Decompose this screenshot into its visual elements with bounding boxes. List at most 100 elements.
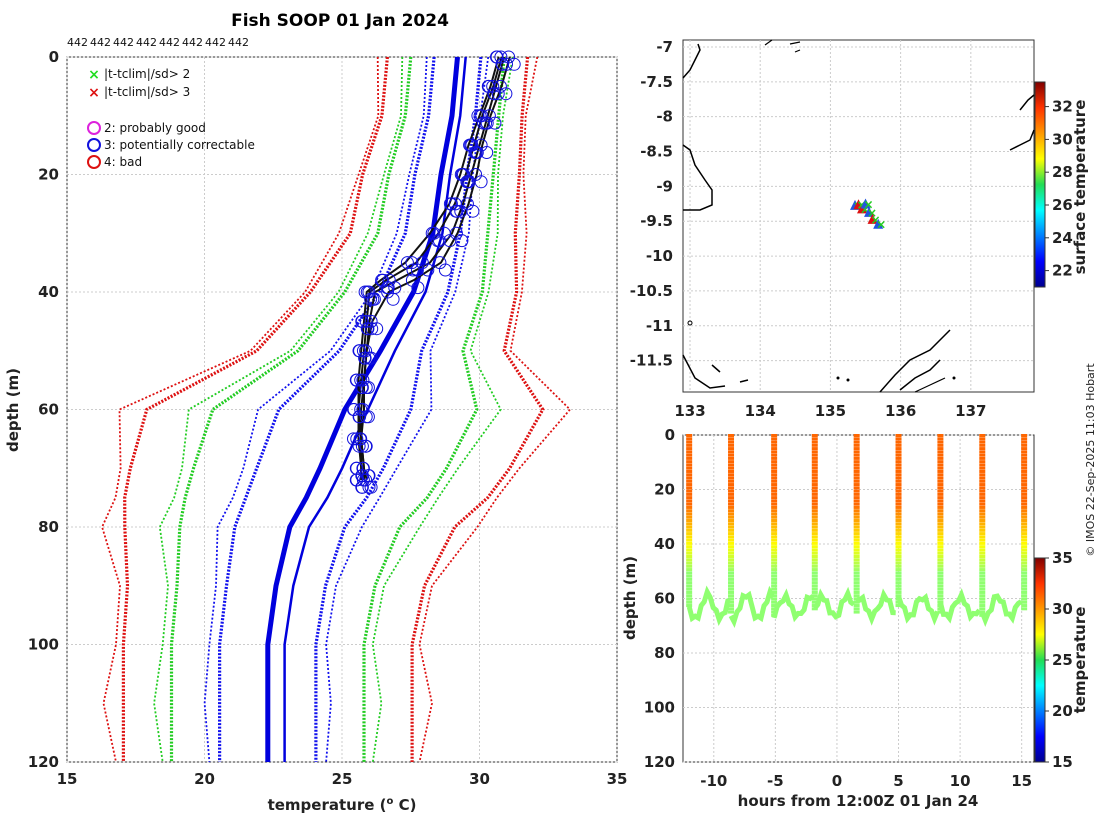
timeseries-cast-point: [811, 577, 818, 581]
timeseries-cast-point: [853, 574, 860, 578]
timeseries-cast-point: [728, 492, 735, 496]
timeseries-cast-point: [853, 577, 860, 581]
timeseries-cast-point: [937, 587, 944, 591]
qc-flag-marker: [352, 439, 366, 453]
timeseries-cast-point: [937, 440, 944, 444]
chart-title: Fish SOOP 01 Jan 2024: [231, 11, 449, 31]
map-colorbar-label: surface temperature: [1071, 100, 1089, 275]
timeseries-cast-point: [853, 479, 860, 483]
timeseries-cast-point: [728, 535, 735, 539]
timeseries-xtick: 15: [1011, 772, 1032, 790]
timeseries-cast-point: [686, 525, 693, 529]
timeseries-cast-point: [811, 447, 818, 451]
timeseries-cast-point: [895, 577, 902, 581]
timeseries-cast-point: [937, 600, 944, 604]
timeseries-cast-point: [686, 492, 693, 496]
timeseries-ytick: 40: [654, 535, 675, 553]
qc-flag-marker: [359, 439, 373, 453]
timeseries-cast-point: [1021, 486, 1028, 490]
timeseries-cast-point: [771, 590, 778, 594]
timeseries-cast-point: [895, 434, 902, 437]
profile-xtick: 30: [469, 770, 490, 788]
timeseries-xtick: -10: [700, 772, 727, 790]
timeseries-cast-point: [686, 551, 693, 555]
timeseries-cast-point: [686, 590, 693, 594]
timeseries-cast-point: [979, 535, 986, 539]
qc-flag-marker: [362, 351, 376, 365]
timeseries-cast-point: [771, 535, 778, 539]
map-xtick: 137: [955, 402, 986, 420]
map-ytick: -8.5: [640, 143, 673, 161]
timeseries-cast-point: [853, 528, 860, 532]
qc-flag-marker: [359, 381, 373, 394]
profile-grid: [66, 56, 618, 763]
timeseries-cast-point: [1021, 597, 1028, 601]
timeseries-cast-point: [895, 502, 902, 506]
timeseries-cast-point: [686, 453, 693, 457]
timeseries-cast-point: [853, 561, 860, 565]
timeseries-cast-point: [771, 486, 778, 490]
timeseries-cast-point: [811, 476, 818, 480]
timeseries-cast-point: [853, 450, 860, 454]
profile-ytick: 60: [38, 401, 59, 419]
timeseries-colorbar-tick: 25: [1052, 651, 1073, 669]
climatology-sd-line: [169, 56, 413, 762]
timeseries-cast-point: [979, 590, 986, 594]
map-xtick: 136: [885, 402, 916, 420]
qc-flag-marker: [364, 292, 378, 306]
timeseries-cast-point: [895, 512, 902, 516]
timeseries-cast-point: [937, 476, 944, 480]
timeseries-cast-point: [686, 600, 693, 604]
qc-flag-marker: [365, 322, 379, 336]
timeseries-cast-point: [1021, 561, 1028, 565]
timeseries-cast-point: [811, 607, 818, 611]
qc-flag-marker: [359, 410, 373, 424]
timeseries-grid: [683, 434, 1034, 763]
timeseries-cast-point: [895, 558, 902, 562]
qc-flag-marker: [421, 263, 435, 277]
timeseries-cast-point: [728, 607, 735, 611]
qc-flag-marker: [491, 87, 505, 101]
timeseries-cast-point: [979, 499, 986, 503]
timeseries-ticks: -10 -5 0 5 10 15 0 20 40 60 80 100 120: [644, 426, 1032, 790]
timeseries-cast-point: [979, 460, 986, 464]
timeseries-cast-point: [811, 545, 818, 549]
timeseries-cast-point: [728, 463, 735, 467]
map-panel: ××××××× 133 134 135 136 137 -7 -7.5 -8 -8.5 -9 -9.…: [630, 38, 1089, 420]
count-label: 442: [182, 36, 203, 49]
timeseries-cast-point: [686, 466, 693, 470]
map-track-triangle: [867, 213, 878, 224]
timeseries-cast-point: [1021, 545, 1028, 549]
timeseries-cast-point: [771, 483, 778, 487]
timeseries-cast-point: [1021, 460, 1028, 464]
timeseries-cast-point: [895, 440, 902, 444]
timeseries-cast-point: [937, 473, 944, 477]
timeseries-cast-point: [811, 571, 818, 575]
timeseries-cast-point: [895, 466, 902, 470]
timeseries-cast-point: [686, 515, 693, 519]
timeseries-cast-point: [1021, 483, 1028, 487]
timeseries-cast-point: [686, 564, 693, 568]
timeseries-ytick: 100: [644, 699, 675, 717]
timeseries-cast-point: [728, 515, 735, 519]
map-colorbar-tick: 22: [1052, 262, 1073, 280]
timeseries-cast-point: [979, 437, 986, 441]
timeseries-ytick: 60: [654, 590, 675, 608]
timeseries-cast-point: [979, 450, 986, 454]
timeseries-cast-point: [853, 571, 860, 575]
timeseries-cast-point: [728, 486, 735, 490]
timeseries-cast-point: [771, 577, 778, 581]
timeseries-cast-point: [1021, 525, 1028, 529]
legend-x-label: |t-tclim|/sd> 2: [104, 67, 190, 81]
timeseries-cast-point: [895, 505, 902, 509]
timeseries-cast-point: [1021, 538, 1028, 542]
map-ytick: -10: [646, 247, 673, 265]
timeseries-cast-point: [1021, 581, 1028, 585]
timeseries-cast-point: [937, 496, 944, 500]
climatology-sd-line: [101, 56, 380, 763]
timeseries-cast-point: [1021, 604, 1028, 608]
timeseries-cast-point: [979, 453, 986, 457]
timeseries-cast-point: [771, 476, 778, 480]
timeseries-cast-point: [728, 574, 735, 578]
